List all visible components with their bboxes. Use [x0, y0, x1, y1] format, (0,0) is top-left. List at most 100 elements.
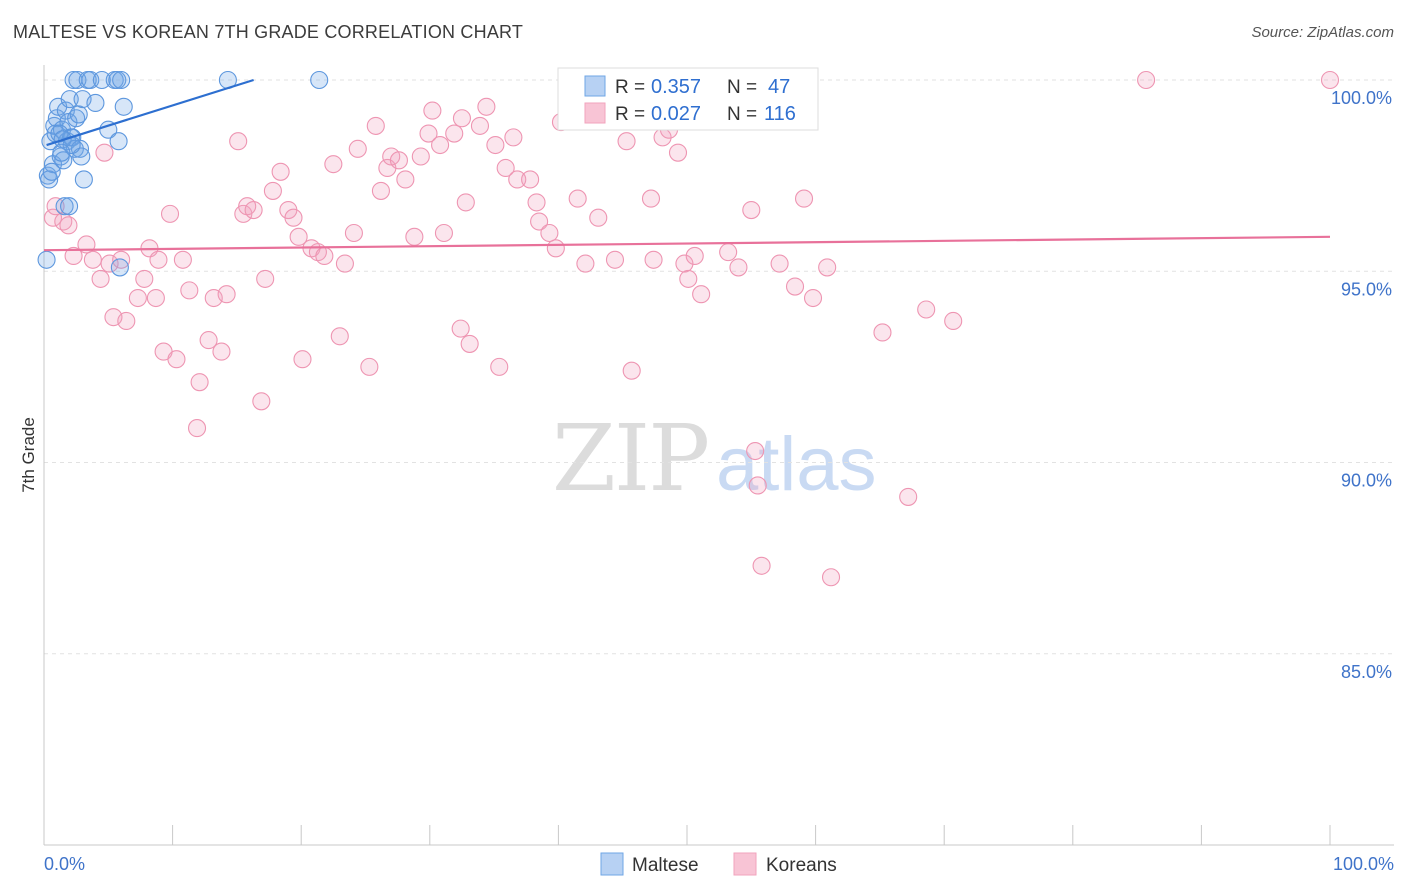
maltese-point-0 [37, 250, 56, 269]
maltese-point-11 [55, 197, 74, 216]
koreans-point-111 [748, 476, 767, 495]
koreans-point-70 [527, 193, 546, 212]
koreans-point-21 [199, 331, 218, 350]
koreans-point-80 [617, 132, 636, 151]
koreans-point-42 [335, 254, 354, 273]
koreans-point-39 [315, 246, 334, 265]
koreans-point-72 [540, 223, 559, 243]
koreans-point-77 [576, 254, 595, 273]
koreans-point-53 [411, 147, 430, 166]
legend-maltese-marker[interactable] [600, 852, 624, 876]
legend-koreans-r-value: 0.027 [651, 103, 701, 125]
koreans-point-87 [668, 143, 688, 162]
koreans-point-113 [64, 246, 83, 265]
legend-series[interactable]: Maltese Koreans [600, 852, 837, 876]
koreans-point-10 [128, 288, 147, 308]
y-tick-label-1: 90.0% [1341, 471, 1392, 491]
legend-koreans-label[interactable]: Koreans [766, 855, 837, 876]
koreans-point-97 [752, 556, 771, 575]
watermark: ZIP atlas [552, 405, 877, 512]
koreans-point-88 [675, 254, 694, 273]
x-tick-label-max: 100.0% [1333, 854, 1394, 874]
koreans-point-98 [770, 254, 789, 273]
koreans-point-101 [803, 288, 823, 308]
koreans-point-99 [785, 277, 805, 296]
koreans-point-91 [692, 285, 711, 304]
koreans-point-105 [899, 487, 918, 506]
maltese-point-29 [86, 93, 105, 112]
koreans-point-83 [641, 189, 661, 208]
maltese-point-37 [114, 97, 133, 116]
koreans-point-110 [452, 109, 472, 128]
legend-maltese-n-value: 47 [768, 76, 790, 98]
koreans-point-16 [167, 350, 186, 369]
koreans-point-66 [496, 158, 515, 178]
maltese-point-36 [112, 70, 131, 90]
y-tick-label-0: 85.0% [1341, 662, 1392, 682]
koreans-point-108 [1137, 70, 1156, 90]
koreans-point-2 [59, 216, 78, 235]
legend-maltese-label[interactable]: Maltese [632, 855, 699, 876]
koreans-point-58 [445, 124, 464, 143]
koreans-point-9 [117, 311, 136, 331]
koreans-point-96 [746, 441, 765, 461]
koreans-point-32 [271, 162, 290, 181]
legend-koreans-n-label: N = [727, 104, 757, 125]
maltese-point-46 [52, 143, 71, 162]
y-tick-label-2: 95.0% [1341, 279, 1392, 299]
koreans-point-28 [244, 201, 263, 220]
maltese-point-33 [108, 70, 127, 90]
koreans-point-76 [568, 189, 587, 208]
maltese-point-31 [99, 120, 118, 139]
koreans-point-78 [589, 208, 608, 227]
legend-koreans-swatch [584, 102, 606, 124]
koreans-point-57 [434, 223, 453, 243]
koreans-point-71 [530, 212, 549, 231]
koreans-point-52 [405, 227, 424, 246]
koreans-point-94 [729, 258, 748, 277]
koreans-point-47 [371, 181, 390, 200]
koreans-point-63 [477, 97, 496, 116]
koreans-point-106 [917, 300, 936, 319]
koreans-point-109 [1320, 70, 1340, 90]
koreans-point-24 [217, 285, 236, 304]
koreans-point-102 [818, 258, 837, 277]
legend-maltese-r-label: R = [615, 77, 645, 98]
koreans-point-56 [431, 135, 450, 155]
koreans-point-54 [419, 124, 438, 143]
maltese-point-22 [69, 105, 88, 124]
koreans-point-23 [212, 342, 231, 361]
koreans-point-0 [43, 208, 63, 227]
maltese-point-41 [42, 162, 61, 181]
koreans-point-19 [187, 419, 207, 438]
maltese-point-23 [70, 139, 90, 158]
legend-koreans-r-label: R = [615, 104, 645, 125]
koreans-point-81 [622, 361, 641, 380]
legend-koreans-n-value: 116 [764, 103, 796, 125]
maltese-point-26 [74, 170, 93, 189]
koreans-point-44 [348, 139, 367, 158]
koreans-point-84 [644, 250, 663, 269]
legend-maltese-r-value: 0.357 [651, 76, 701, 98]
koreans-point-107 [944, 311, 963, 331]
koreans-point-50 [389, 151, 408, 170]
koreans-point-62 [470, 116, 490, 135]
koreans-point-15 [160, 204, 180, 223]
koreans-point-95 [742, 201, 761, 220]
koreans-point-90 [685, 246, 704, 265]
koreans-point-55 [423, 101, 442, 120]
koreans-point-20 [190, 373, 209, 392]
koreans-point-59 [451, 319, 470, 338]
koreans-point-4 [83, 250, 102, 269]
koreans-point-46 [366, 116, 385, 135]
koreans-point-29 [252, 392, 271, 411]
koreans-point-36 [293, 350, 312, 369]
legend-koreans-marker[interactable] [733, 852, 757, 876]
koreans-point-41 [330, 327, 349, 346]
maltese-point-39 [310, 70, 329, 90]
x-tick-labels: 0.0% 100.0% [44, 854, 1394, 874]
y-tick-label-3: 100.0% [1331, 88, 1392, 108]
koreans-point-89 [679, 269, 698, 288]
axes [43, 65, 1394, 846]
